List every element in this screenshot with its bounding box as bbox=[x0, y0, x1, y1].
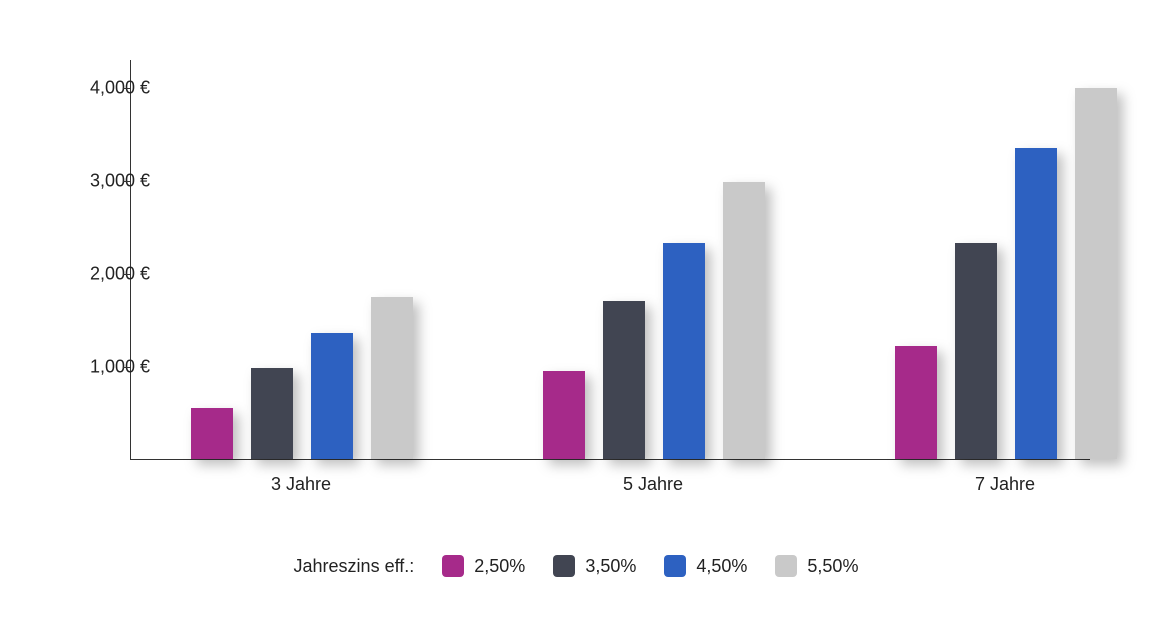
y-tick-mark bbox=[123, 181, 130, 183]
legend-swatch bbox=[553, 555, 575, 577]
bar bbox=[1015, 148, 1057, 459]
bar bbox=[603, 301, 645, 459]
legend-label: 3,50% bbox=[585, 556, 636, 577]
legend-swatch bbox=[775, 555, 797, 577]
legend-title: Jahreszins eff.: bbox=[294, 556, 415, 577]
legend-item: 5,50% bbox=[775, 555, 858, 577]
legend-swatch bbox=[442, 555, 464, 577]
bar bbox=[723, 182, 765, 459]
bar bbox=[663, 243, 705, 459]
y-tick-label: 1,000 € bbox=[55, 356, 150, 377]
bar bbox=[543, 371, 585, 459]
bar bbox=[955, 243, 997, 459]
y-tick-mark bbox=[123, 88, 130, 90]
legend-items: 2,50% 3,50% 4,50% 5,50% bbox=[442, 555, 858, 577]
x-group-label: 5 Jahre bbox=[623, 474, 683, 495]
plot-area bbox=[130, 60, 1090, 460]
y-tick-label: 3,000 € bbox=[55, 170, 150, 191]
legend-label: 5,50% bbox=[807, 556, 858, 577]
legend-swatch bbox=[664, 555, 686, 577]
legend: Jahreszins eff.: 2,50% 3,50% 4,50% 5,50% bbox=[0, 555, 1152, 577]
y-tick-mark bbox=[123, 367, 130, 369]
bar bbox=[371, 297, 413, 459]
legend-item: 2,50% bbox=[442, 555, 525, 577]
legend-item: 4,50% bbox=[664, 555, 747, 577]
y-tick-label: 4,000 € bbox=[55, 77, 150, 98]
legend-item: 3,50% bbox=[553, 555, 636, 577]
bar bbox=[1075, 88, 1117, 459]
y-tick-mark bbox=[123, 274, 130, 276]
bar bbox=[251, 368, 293, 459]
legend-label: 4,50% bbox=[696, 556, 747, 577]
y-tick-label: 2,000 € bbox=[55, 263, 150, 284]
bar bbox=[191, 408, 233, 459]
legend-label: 2,50% bbox=[474, 556, 525, 577]
x-group-label: 7 Jahre bbox=[975, 474, 1035, 495]
bar bbox=[311, 333, 353, 459]
chart-container: 1,000 € 2,000 € 3,000 € 4,000 € 3 Jahre 5 Ja… bbox=[25, 60, 1125, 500]
x-group-label: 3 Jahre bbox=[271, 474, 331, 495]
bar bbox=[895, 346, 937, 459]
